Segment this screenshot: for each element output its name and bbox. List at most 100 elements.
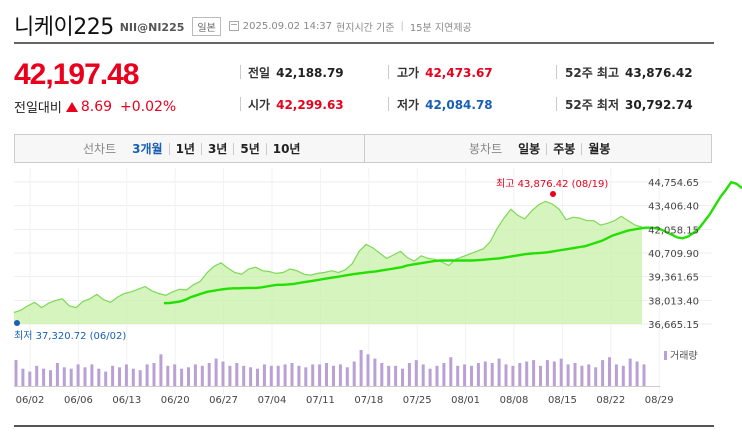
x-tick-label: 06/06 bbox=[64, 395, 93, 406]
y-tick-label: 44,754.65 bbox=[648, 178, 699, 189]
volume-bar bbox=[180, 368, 184, 386]
stat-prev-close: 전일 42,188.79 bbox=[248, 65, 344, 81]
volume-bar bbox=[614, 364, 618, 386]
index-code: NII@NI225 bbox=[119, 20, 185, 34]
divider bbox=[556, 65, 557, 79]
volume-bar bbox=[587, 364, 591, 386]
volume-bar bbox=[193, 364, 197, 386]
price-change: 전일대비 8.69 +0.02% bbox=[14, 97, 177, 117]
quote-header: 니케이225 NII@NI225 일본 2025.09.02 14:37 현지시… bbox=[14, 12, 714, 40]
volume-bar bbox=[628, 358, 632, 386]
volume-bar bbox=[311, 364, 315, 386]
volume-bar bbox=[621, 365, 625, 386]
volume-bar bbox=[242, 365, 246, 386]
volume-bar bbox=[642, 364, 646, 386]
y-tick-label: 39,361.65 bbox=[648, 273, 699, 284]
x-tick-label: 08/01 bbox=[451, 395, 480, 406]
divider bbox=[240, 65, 241, 79]
volume-bar bbox=[49, 370, 52, 386]
y-tick-label: 43,406.40 bbox=[648, 202, 699, 213]
time-basis: 현지시간 기준 bbox=[336, 22, 395, 34]
tab-10-years[interactable]: 10년 bbox=[265, 142, 307, 155]
volume-bar bbox=[131, 368, 135, 386]
volume-bar bbox=[14, 360, 18, 386]
volume-bar bbox=[394, 365, 398, 386]
volume-bar bbox=[104, 371, 108, 386]
x-tick-label: 06/02 bbox=[16, 395, 45, 406]
change-value: 8.69 bbox=[80, 98, 113, 115]
volume-bar bbox=[200, 365, 204, 386]
volume-bar bbox=[401, 368, 404, 386]
low-marker bbox=[14, 320, 20, 326]
x-tick-label: 06/13 bbox=[112, 395, 141, 406]
volume-bar bbox=[332, 365, 335, 386]
divider: | bbox=[400, 20, 404, 32]
volume-bar bbox=[463, 364, 467, 386]
volume-bar bbox=[55, 363, 59, 386]
volume-bar bbox=[559, 358, 563, 386]
tab-3-years[interactable]: 3년 bbox=[200, 142, 233, 155]
tab-5-years[interactable]: 5년 bbox=[233, 142, 265, 155]
volume-bar bbox=[35, 365, 39, 386]
volume-bar bbox=[635, 361, 639, 386]
volume-bar bbox=[504, 364, 508, 386]
volume-bar bbox=[221, 361, 225, 386]
volume-bar bbox=[318, 364, 322, 386]
tab-daily[interactable]: 일봉 bbox=[518, 141, 541, 156]
volume-bar bbox=[352, 361, 356, 386]
volume-bar bbox=[414, 360, 418, 386]
index-title: 니케이225 bbox=[14, 15, 114, 40]
volume-bar bbox=[21, 368, 25, 386]
volume-bar bbox=[145, 364, 149, 386]
volume-bar bbox=[187, 367, 190, 386]
tab-1-year[interactable]: 1년 bbox=[168, 142, 201, 155]
change-percent: +0.02% bbox=[120, 98, 177, 115]
volume-bar bbox=[497, 358, 501, 386]
volume-bar bbox=[366, 354, 370, 386]
tab-3-months[interactable]: 3개월 bbox=[132, 141, 163, 156]
candle-chart-label: 봉차트 bbox=[469, 142, 503, 156]
tab-weekly[interactable]: 주봉 bbox=[546, 142, 581, 155]
y-tick-label: 38,013.40 bbox=[648, 296, 699, 307]
volume-bar bbox=[456, 365, 460, 386]
datetime-info: 2025.09.02 14:37 현지시간 기준 | 15분 지연제공 bbox=[228, 19, 472, 34]
volume-bar bbox=[152, 363, 156, 386]
volume-bar bbox=[428, 368, 432, 386]
tab-monthly[interactable]: 월봉 bbox=[581, 142, 616, 155]
volume-bar bbox=[359, 350, 363, 386]
divider bbox=[556, 97, 557, 111]
volume-bar bbox=[580, 365, 584, 386]
delay-note: 15분 지연제공 bbox=[409, 22, 472, 34]
volume-bar bbox=[594, 367, 598, 386]
volume-bar bbox=[138, 370, 142, 386]
volume-bar bbox=[207, 363, 211, 386]
volume-bar bbox=[173, 364, 177, 386]
price-chart: 44,754.65 43,406.40 42,058.15 40,709.90 39,3… bbox=[13, 168, 742, 406]
volume-bar bbox=[449, 357, 453, 386]
volume-bar bbox=[380, 363, 384, 386]
volume-bar bbox=[545, 360, 549, 386]
volume-bar bbox=[76, 364, 80, 386]
price-line bbox=[13, 200, 643, 314]
divider bbox=[388, 65, 389, 79]
volume-legend: 거래량 bbox=[670, 350, 698, 362]
x-tick-label: 08/08 bbox=[500, 395, 529, 406]
volume-bar bbox=[228, 365, 232, 386]
volume-bar bbox=[325, 363, 328, 386]
up-triangle-icon bbox=[65, 101, 78, 112]
stat-open: 시가 42,299.63 bbox=[248, 97, 344, 113]
x-tick-label: 07/18 bbox=[354, 395, 383, 406]
line-chart-tabs: 선차트 3개월 1년 3년 5년 10년 bbox=[83, 135, 306, 162]
volume-bar bbox=[276, 365, 280, 386]
line-chart-label: 선차트 bbox=[83, 142, 117, 156]
calendar-icon bbox=[228, 21, 239, 31]
volume-bar bbox=[373, 358, 377, 386]
stat-52w-high: 52주 최고 43,876.42 bbox=[565, 65, 693, 81]
volume-bar bbox=[470, 365, 473, 386]
volume-bar bbox=[214, 358, 218, 386]
x-tick-label: 08/15 bbox=[548, 395, 577, 406]
current-price: 42,197.48 bbox=[14, 58, 139, 91]
chart-tabs: 선차트 3개월 1년 3년 5년 10년 봉차트 일봉 주봉 월봉 bbox=[14, 134, 712, 163]
volume-bar bbox=[532, 360, 536, 386]
volume-bar bbox=[249, 367, 253, 386]
